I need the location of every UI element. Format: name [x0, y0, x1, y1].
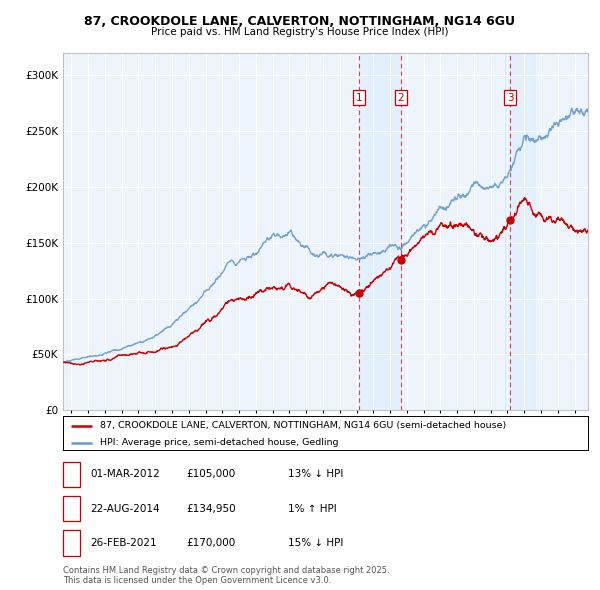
Text: 87, CROOKDOLE LANE, CALVERTON, NOTTINGHAM, NG14 6GU (semi-detached house): 87, CROOKDOLE LANE, CALVERTON, NOTTINGHA… [100, 421, 506, 430]
Bar [359, 53, 401, 410]
Text: Price paid vs. HM Land Registry's House Price Index (HPI): Price paid vs. HM Land Registry's House … [151, 27, 449, 37]
Text: £134,950: £134,950 [186, 504, 236, 513]
Text: 1: 1 [356, 93, 362, 103]
Text: HPI: Average price, semi-detached house, Gedling: HPI: Average price, semi-detached house,… [100, 438, 338, 447]
Text: 87, CROOKDOLE LANE, CALVERTON, NOTTINGHAM, NG14 6GU: 87, CROOKDOLE LANE, CALVERTON, NOTTINGHA… [85, 15, 515, 28]
Text: 2: 2 [397, 93, 404, 103]
Text: 01-MAR-2012: 01-MAR-2012 [90, 470, 160, 479]
Bar [505, 53, 535, 410]
Text: 3: 3 [506, 93, 514, 103]
Text: £170,000: £170,000 [186, 538, 235, 548]
Text: 26-FEB-2021: 26-FEB-2021 [90, 538, 157, 548]
Text: 13% ↓ HPI: 13% ↓ HPI [288, 470, 343, 479]
Text: £105,000: £105,000 [186, 470, 235, 479]
Text: 3: 3 [68, 538, 75, 548]
Text: 22-AUG-2014: 22-AUG-2014 [90, 504, 160, 513]
Text: 15% ↓ HPI: 15% ↓ HPI [288, 538, 343, 548]
Text: Contains HM Land Registry data © Crown copyright and database right 2025.
This d: Contains HM Land Registry data © Crown c… [63, 566, 389, 585]
Text: 1: 1 [68, 470, 75, 479]
Text: 1% ↑ HPI: 1% ↑ HPI [288, 504, 337, 513]
Text: 2: 2 [68, 504, 75, 513]
